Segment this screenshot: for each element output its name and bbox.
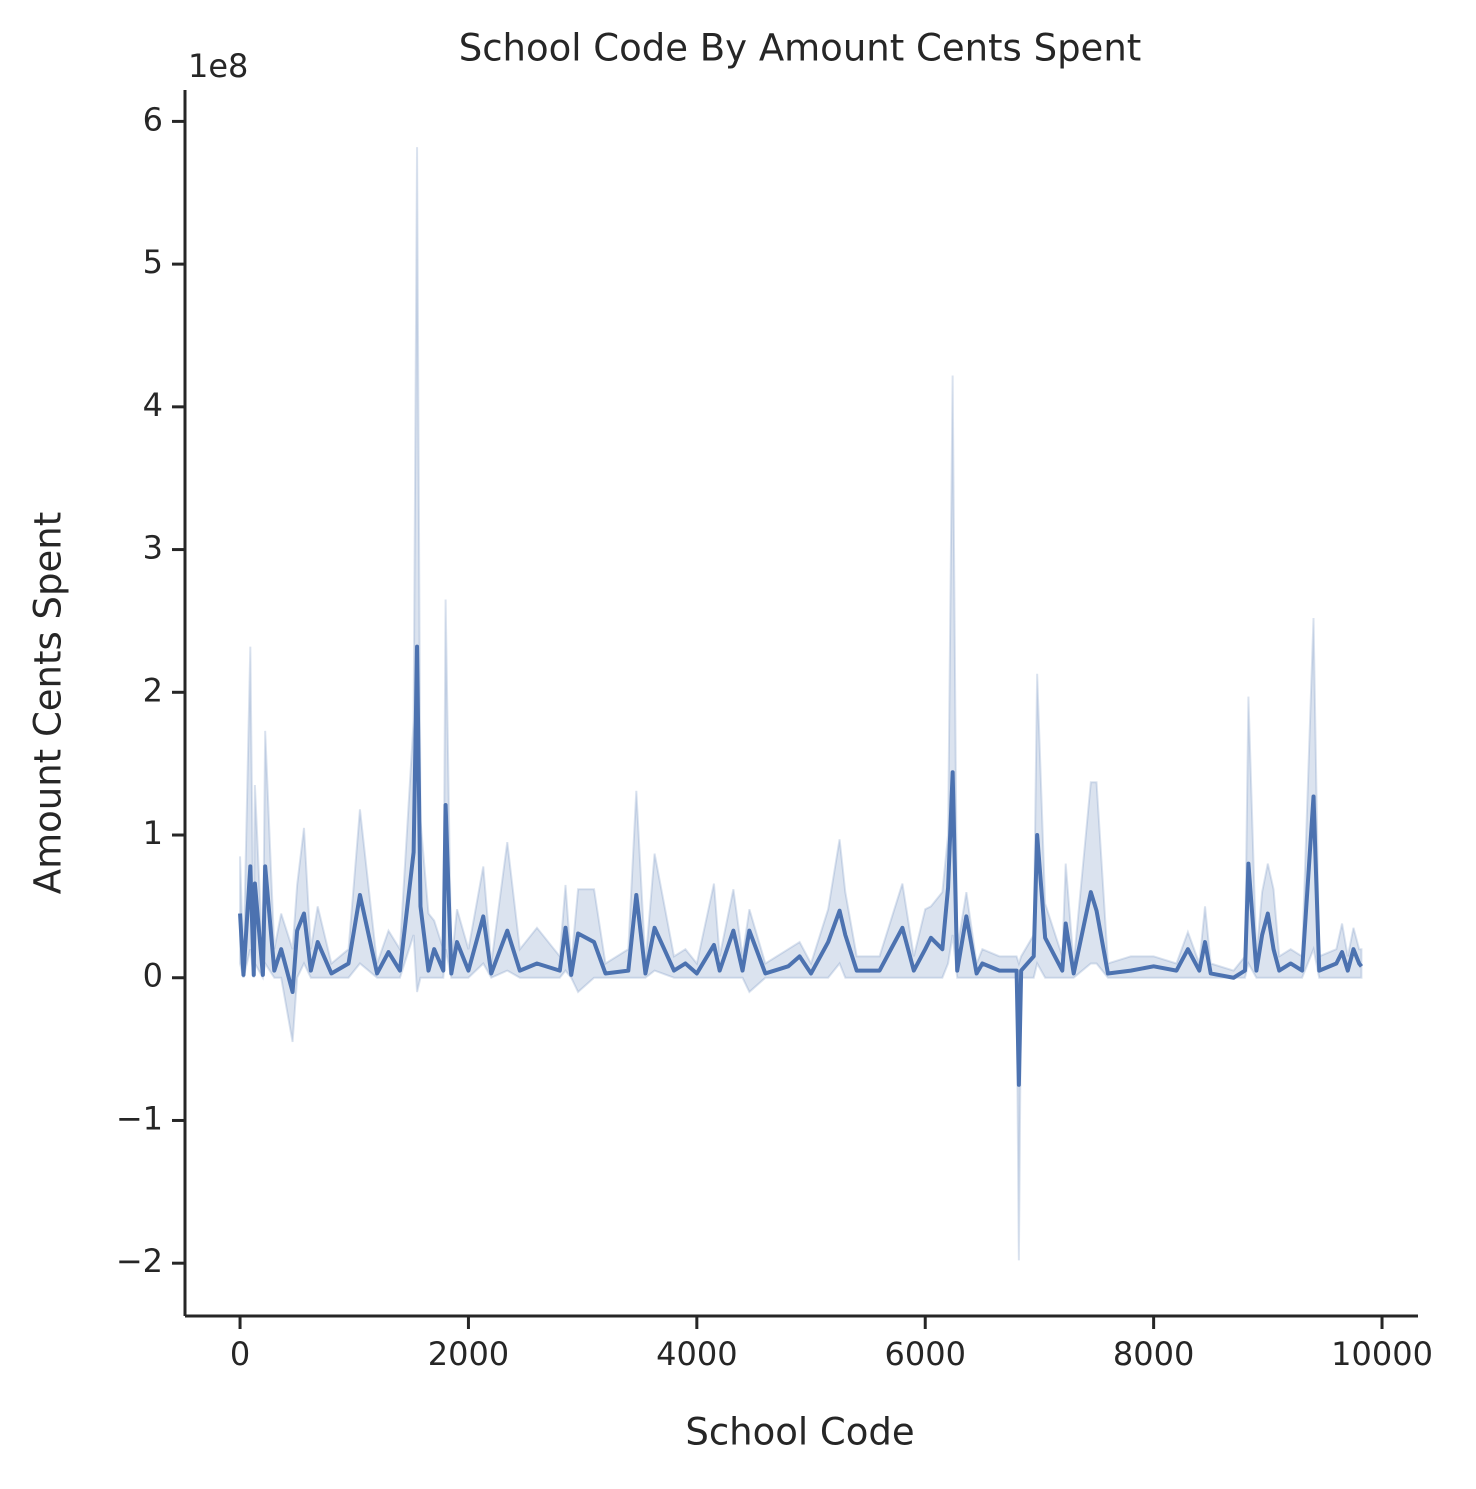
y-tick-label: 0 bbox=[143, 957, 163, 995]
chart-title: School Code By Amount Cents Spent bbox=[459, 27, 1142, 70]
x-tick-label: 2000 bbox=[428, 1335, 509, 1373]
x-tick-label: 6000 bbox=[885, 1335, 966, 1373]
data-line bbox=[238, 644, 1364, 1087]
x-axis-label: School Code bbox=[685, 1411, 914, 1454]
x-tick-label: 4000 bbox=[656, 1335, 737, 1373]
y-tick-label: 3 bbox=[143, 529, 163, 567]
x-tick-label: 10000 bbox=[1331, 1335, 1433, 1373]
y-tick-label: 5 bbox=[143, 243, 163, 281]
y-tick-label: −1 bbox=[116, 1099, 163, 1137]
confidence-band bbox=[239, 147, 1363, 1261]
y-tick-label: −2 bbox=[116, 1242, 163, 1280]
y-tick-label: 6 bbox=[143, 100, 163, 138]
x-tick-label: 0 bbox=[230, 1335, 250, 1373]
y-axis-label: Amount Cents Spent bbox=[27, 512, 70, 894]
y-tick-label: 1 bbox=[143, 814, 163, 852]
y-tick-label: 4 bbox=[143, 386, 163, 424]
x-tick-label: 8000 bbox=[1113, 1335, 1194, 1373]
y-offset-label: 1e8 bbox=[188, 47, 248, 85]
y-tick-label: 2 bbox=[143, 671, 163, 709]
